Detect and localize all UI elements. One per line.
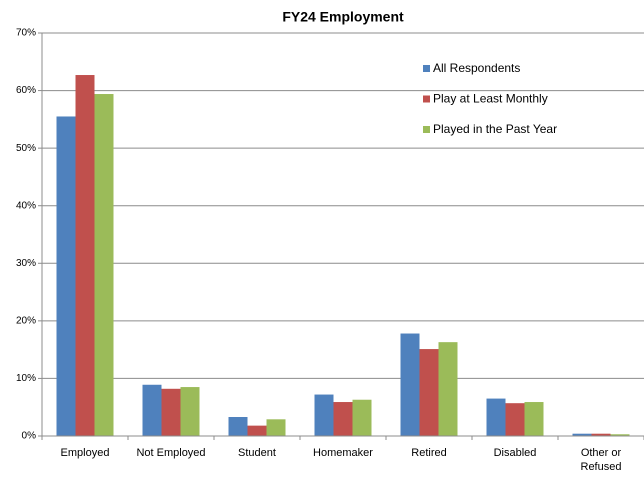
x-tick-label: Student <box>238 447 276 459</box>
bar <box>505 403 525 436</box>
x-tick-label: Homemaker <box>313 447 373 459</box>
bar <box>228 417 248 436</box>
y-tick-label: 30% <box>16 258 36 269</box>
x-tick-label: Other or Refused <box>580 447 622 473</box>
y-tick-label: 40% <box>16 200 36 211</box>
bar <box>247 425 267 436</box>
x-tick-label: Not Employed <box>136 447 206 459</box>
bar <box>352 399 372 436</box>
bar <box>572 433 592 436</box>
bar <box>333 402 353 436</box>
bar <box>524 402 544 436</box>
y-tick-label: 20% <box>16 315 36 326</box>
y-tick-label: 50% <box>16 143 36 154</box>
legend-label: Played in the Past Year <box>433 122 557 136</box>
bar <box>314 394 334 436</box>
legend-swatch <box>423 65 430 72</box>
bar <box>142 384 162 436</box>
x-tick-label: Disabled <box>493 447 537 459</box>
bar <box>180 387 200 436</box>
bar <box>266 419 286 436</box>
bar <box>161 388 181 436</box>
y-tick-label: 10% <box>16 373 36 384</box>
legend-swatch <box>423 126 430 133</box>
legend-label: All Respondents <box>433 61 520 75</box>
bar <box>438 342 458 436</box>
x-tick-label: Employed <box>60 447 110 459</box>
legend-swatch <box>423 95 430 103</box>
bar <box>591 433 611 436</box>
x-tick-label: Retired <box>411 447 447 459</box>
bar <box>56 116 76 436</box>
y-tick-label: 0% <box>22 431 37 442</box>
bar <box>486 398 506 436</box>
legend-label: Play at Least Monthly <box>433 92 548 106</box>
bar <box>94 94 114 437</box>
bar <box>419 349 439 436</box>
y-tick-label: 60% <box>16 85 36 96</box>
y-tick-label: 70% <box>16 28 36 39</box>
bar <box>610 434 630 436</box>
chart-title: FY24 Employment <box>282 9 404 25</box>
bar <box>400 333 420 436</box>
bar <box>75 75 95 436</box>
